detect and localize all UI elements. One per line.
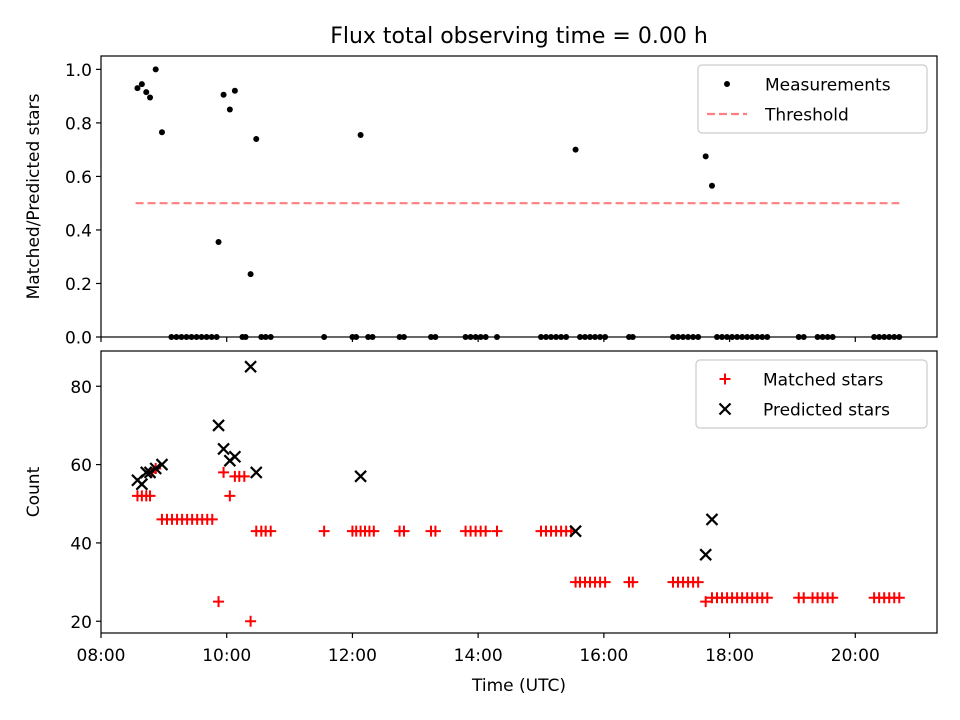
legend-label: Threshold [764,106,849,126]
matched-star-point [893,592,905,604]
measurement-point [708,182,715,189]
predicted-star-point [228,450,242,464]
measurement-point [572,146,579,153]
measurement-point [143,89,150,96]
matched-star-point [224,490,236,502]
predicted-star-point [155,458,169,471]
matched-star-point [429,525,441,537]
matched-star-point [238,470,250,482]
matched-star-point [700,596,712,608]
x-axis-label: Time (UTC) [471,676,566,696]
legend-box [695,359,928,429]
predicted-star-point [149,462,162,475]
x-tick-label: 20:00 [831,646,880,666]
matched-star-point [318,525,330,537]
measurement-point [147,94,154,101]
legend-label: Matched stars [763,371,883,391]
bottom-panel: 20 40 60 80 08:00 10:00 12:00 14:00 16:00 18:00 20… [24,350,938,696]
measurement-point [253,135,260,142]
predicted-star-point [139,466,153,479]
matched-star-point [491,525,503,537]
legend-label: Predicted stars [763,401,890,421]
x-tick-label: 16:00 [579,646,628,666]
legend-box [697,64,928,134]
measurement-point [247,271,254,278]
y-tick-label: 0.4 [65,221,92,241]
y-tick-label: 1.0 [65,61,92,81]
y-tick-label: 40 [70,534,92,554]
matched-star-point [692,576,704,588]
axes-frame [100,55,938,338]
y-tick-label: 60 [70,456,92,476]
y-tick-label: 80 [70,378,92,398]
measurement-point [215,238,222,245]
predicted-star-point [705,513,719,526]
measurement-point [226,106,233,113]
measurement-point [702,153,709,160]
measurement-point [357,131,364,138]
matched-star-point [480,525,492,537]
matched-star-point [368,525,380,537]
predicted-star-point [244,360,257,373]
measurement-point [138,81,145,88]
matched-star-point [265,525,277,537]
legend: Matched stars Predicted stars [695,359,928,429]
predicted-star-point [354,470,367,483]
predicted-star-point [249,466,263,479]
matched-star-point [599,576,611,588]
predicted-star-point [699,548,712,561]
predicted-star-point [143,466,157,479]
matched-star-point [206,513,218,525]
measurement-point [134,85,141,92]
series-predicted-stars [131,360,719,561]
measurement-point [158,129,165,136]
measurement-point [231,87,238,94]
matched-star-point [827,592,839,604]
legend-label: Measurements [765,76,891,96]
x-tick-label: 14:00 [454,646,503,666]
measurement-point [220,91,227,98]
y-tick-label: 0.6 [65,168,92,188]
chart-title: Flux total observing time = 0.00 h [330,24,708,49]
y-tick-label: 0.0 [65,329,92,349]
y-tick-label: 0.2 [65,275,92,295]
axes-frame [100,350,938,634]
legend-plus-marker [719,373,731,385]
x-tick-label: 10:00 [202,646,251,666]
x-tick-label: 12:00 [328,646,377,666]
legend-x-marker [718,402,732,416]
legend: Measurements Threshold [697,64,928,134]
y-tick-label: 20 [70,613,92,633]
matched-star-point [218,466,230,478]
measurement-point [152,66,159,73]
predicted-star-point [569,524,582,538]
x-tick-label: 18:00 [705,646,754,666]
y-axis-label: Count [24,466,44,517]
matched-star-point [245,615,257,627]
matched-star-point [627,576,639,588]
matched-star-point [213,596,225,608]
matched-star-point [761,592,773,604]
predicted-star-point [217,442,230,456]
top-panel: 0.0 0.2 0.4 0.6 0.8 1.0 Matched/Predicted star… [24,55,938,349]
y-axis-label: Matched/Predicted stars [24,93,44,299]
predicted-star-point [212,419,225,432]
matched-star-point [398,525,410,537]
predicted-star-point [135,477,149,491]
legend-dot-marker [724,81,730,87]
y-tick-label: 0.8 [65,114,92,134]
matched-star-point [144,490,156,502]
x-tick-label: 08:00 [77,646,126,666]
